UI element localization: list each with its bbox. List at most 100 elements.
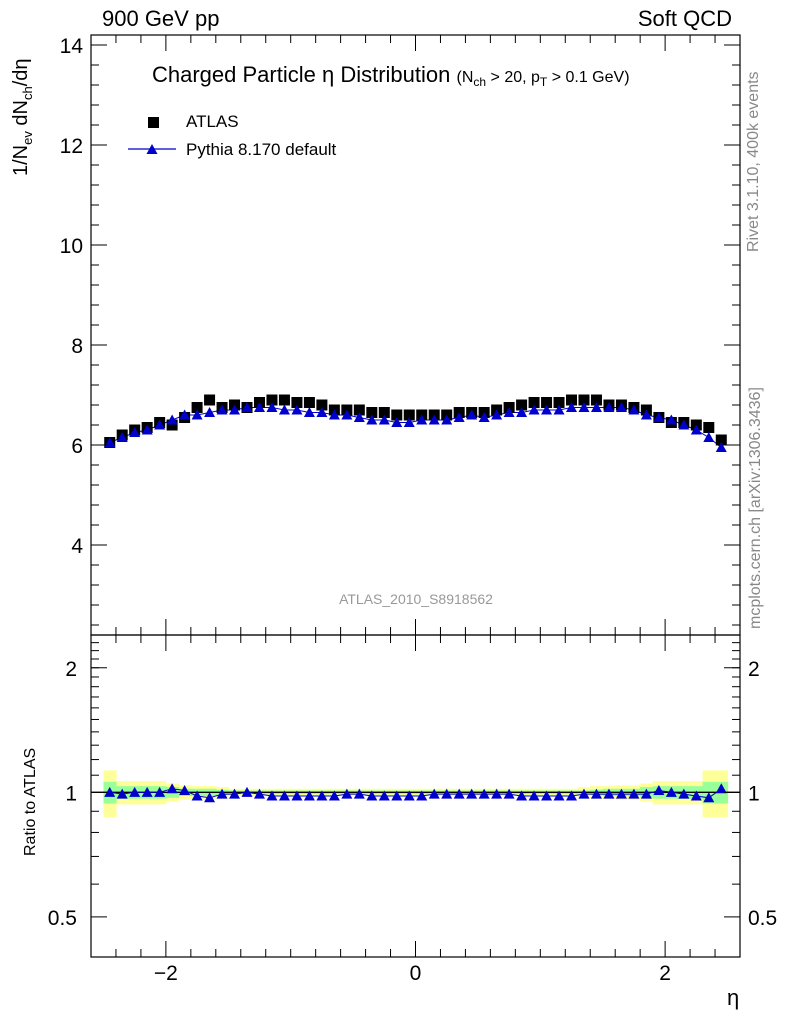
ratio-y-tick-label-right: 1 xyxy=(748,782,760,805)
pythia-data-point xyxy=(241,402,253,412)
pythia-data-point xyxy=(303,407,315,417)
pythia-data-point xyxy=(715,442,727,452)
legend-atlas-marker xyxy=(148,117,159,128)
pythia-data-point xyxy=(166,414,178,425)
pythia-data-point xyxy=(566,402,578,412)
ratio-pythia-point xyxy=(204,792,216,803)
pythia-data-point xyxy=(516,407,528,417)
atlas-data-point xyxy=(541,397,553,408)
ratio-data-layer xyxy=(91,770,740,818)
x-tick-label: −2 xyxy=(154,962,178,985)
ratio-pythia-point xyxy=(403,790,415,801)
ratio-y-tick-label: 0.5 xyxy=(48,907,77,930)
ratio-y-axis-label: Ratio to ATLAS xyxy=(22,747,39,856)
pythia-data-point xyxy=(129,427,141,437)
pythia-data-point xyxy=(353,412,365,422)
atlas-data-point xyxy=(553,397,565,408)
ratio-pythia-point xyxy=(104,786,116,797)
ratio-panel: −2 0 2 0.5 0.5 1 1 2 2 xyxy=(48,634,777,985)
pythia-data-point xyxy=(116,432,128,442)
ratio-pythia-point xyxy=(541,790,553,801)
ratio-y-tick-label-right: 2 xyxy=(748,658,760,681)
pythia-data-point xyxy=(428,414,440,425)
rivet-version-label: Rivet 3.1.10, 400k events xyxy=(745,71,762,252)
x-tick-label: 0 xyxy=(410,962,422,985)
atlas-data-point xyxy=(204,394,216,406)
ratio-pythia-point xyxy=(628,788,640,799)
pythia-data-point xyxy=(191,409,203,420)
atlas-data-point xyxy=(266,394,278,406)
ratio-pythia-point xyxy=(491,788,503,799)
pythia-data-point xyxy=(640,409,652,420)
ratio-y-tick-label: 2 xyxy=(65,658,77,681)
pythia-data-point xyxy=(154,419,166,430)
atlas-data-point xyxy=(316,399,328,411)
atlas-data-point xyxy=(166,419,178,431)
ratio-pythia-point xyxy=(278,790,290,801)
pythia-data-point xyxy=(590,402,602,412)
header-collision-label: 900 GeV pp xyxy=(102,6,220,31)
ratio-y-tick-label-right: 0.5 xyxy=(748,907,777,930)
ratio-pythia-point xyxy=(503,788,515,799)
main-y-tick-label: 10 xyxy=(60,235,83,258)
ratio-pythia-point xyxy=(229,788,241,799)
pythia-data-point xyxy=(528,404,540,415)
pythia-data-point xyxy=(491,409,503,420)
ratio-pythia-point xyxy=(678,788,690,799)
ratio-pythia-point xyxy=(453,788,465,799)
main-y-tick-label: 12 xyxy=(60,135,83,158)
pythia-data-point xyxy=(678,419,690,430)
pythia-data-point xyxy=(229,404,241,415)
ratio-pythia-point xyxy=(129,786,141,797)
pythia-data-point xyxy=(204,407,216,417)
pythia-data-point xyxy=(391,417,403,427)
header-category-label: Soft QCD xyxy=(637,6,732,31)
pythia-data-point xyxy=(416,414,428,425)
ratio-pythia-point xyxy=(703,792,715,803)
chart-title-text: Charged Particle η Distribution xyxy=(152,62,451,87)
ratio-pythia-point xyxy=(715,783,727,794)
ratio-pythia-point xyxy=(690,790,702,801)
ratio-pythia-point xyxy=(416,790,428,801)
pythia-data-point xyxy=(603,402,615,412)
main-y-tick-label: 6 xyxy=(71,435,83,458)
pythia-data-point xyxy=(266,402,278,412)
ratio-pythia-point xyxy=(291,790,303,801)
atlas-data-point xyxy=(715,434,727,446)
atlas-data-point xyxy=(291,397,303,408)
x-axis-label: η xyxy=(727,985,740,1010)
ratio-pythia-point xyxy=(590,788,602,799)
ratio-pythia-point xyxy=(241,786,253,797)
main-y-tick-label: 4 xyxy=(71,535,83,558)
ratio-pythia-point xyxy=(328,790,340,801)
pythia-data-point xyxy=(253,402,265,412)
atlas-data-point xyxy=(703,422,715,433)
ratio-pythia-point xyxy=(653,785,665,796)
chart-title: Charged Particle η Distribution (Nch > 2… xyxy=(152,62,630,89)
ratio-pythia-point xyxy=(603,788,615,799)
chart-title-cuts: (Nch > 20, pT > 0.1 GeV) xyxy=(456,69,630,90)
pythia-data-point xyxy=(316,407,328,417)
ratio-pythia-point xyxy=(341,788,353,799)
main-y-axis-label: 1/Nev dNch/dη xyxy=(10,58,35,176)
atlas-data-point xyxy=(403,409,415,421)
ratio-pythia-point xyxy=(640,788,652,799)
ratio-pythia-point xyxy=(303,790,315,801)
pythia-data-point xyxy=(453,412,465,422)
ratio-axes: −2 0 2 0.5 0.5 1 1 2 2 xyxy=(48,635,777,985)
pythia-data-point xyxy=(503,407,515,417)
pythia-data-point xyxy=(690,424,702,435)
ratio-pythia-point xyxy=(166,783,178,794)
analysis-label: ATLAS_2010_S8918562 xyxy=(339,591,493,607)
legend-pythia-marker xyxy=(146,144,158,154)
pythia-data-point xyxy=(466,409,478,420)
ratio-pythia-point xyxy=(316,790,328,801)
pythia-data-point xyxy=(328,409,340,420)
pythia-data-point xyxy=(541,404,553,415)
atlas-data-point xyxy=(590,394,602,406)
pythia-data-point xyxy=(628,404,640,415)
pythia-data-point xyxy=(378,414,390,425)
atlas-data-point xyxy=(278,394,290,406)
pythia-data-point xyxy=(703,432,715,442)
